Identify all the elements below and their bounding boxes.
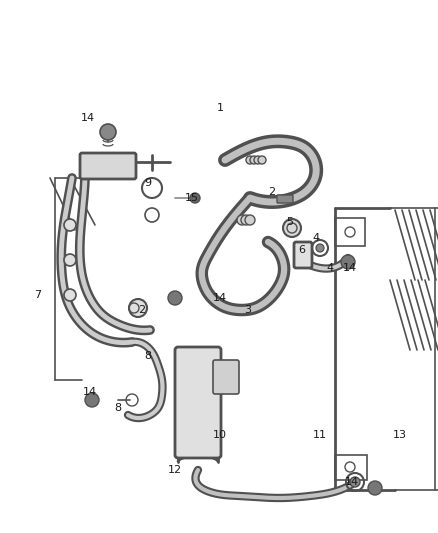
Text: 1: 1 <box>216 103 223 113</box>
Circle shape <box>241 215 251 225</box>
Text: 14: 14 <box>81 113 95 123</box>
Circle shape <box>283 219 301 237</box>
Circle shape <box>316 244 324 252</box>
FancyBboxPatch shape <box>80 153 136 179</box>
Text: 9: 9 <box>145 178 152 188</box>
Text: 3: 3 <box>244 305 251 315</box>
Text: 8: 8 <box>145 351 152 361</box>
Circle shape <box>64 219 76 231</box>
Circle shape <box>246 156 254 164</box>
Text: 6: 6 <box>299 245 305 255</box>
Text: 4: 4 <box>326 263 334 273</box>
FancyBboxPatch shape <box>175 347 221 458</box>
Circle shape <box>341 255 355 269</box>
Circle shape <box>168 291 182 305</box>
FancyBboxPatch shape <box>294 242 312 268</box>
Circle shape <box>258 156 266 164</box>
Circle shape <box>250 156 258 164</box>
Circle shape <box>190 193 200 203</box>
Circle shape <box>129 299 147 317</box>
FancyBboxPatch shape <box>277 195 293 203</box>
Text: 14: 14 <box>345 477 359 487</box>
Text: 2: 2 <box>138 305 145 315</box>
Circle shape <box>100 124 116 140</box>
Text: 10: 10 <box>213 430 227 440</box>
Text: 2: 2 <box>268 187 276 197</box>
Circle shape <box>237 215 247 225</box>
Text: 4: 4 <box>312 233 320 243</box>
Text: 12: 12 <box>168 465 182 475</box>
Circle shape <box>368 481 382 495</box>
Text: 8: 8 <box>114 403 122 413</box>
Text: 14: 14 <box>213 293 227 303</box>
FancyBboxPatch shape <box>213 360 239 394</box>
Text: 13: 13 <box>393 430 407 440</box>
Text: 5: 5 <box>286 217 293 227</box>
Circle shape <box>350 477 360 487</box>
Text: 14: 14 <box>343 263 357 273</box>
Text: 7: 7 <box>35 290 42 300</box>
Circle shape <box>254 156 262 164</box>
Circle shape <box>64 289 76 301</box>
Circle shape <box>245 215 255 225</box>
Text: 15: 15 <box>185 193 199 203</box>
Circle shape <box>85 393 99 407</box>
Text: 11: 11 <box>313 430 327 440</box>
Text: 14: 14 <box>83 387 97 397</box>
Circle shape <box>64 254 76 266</box>
